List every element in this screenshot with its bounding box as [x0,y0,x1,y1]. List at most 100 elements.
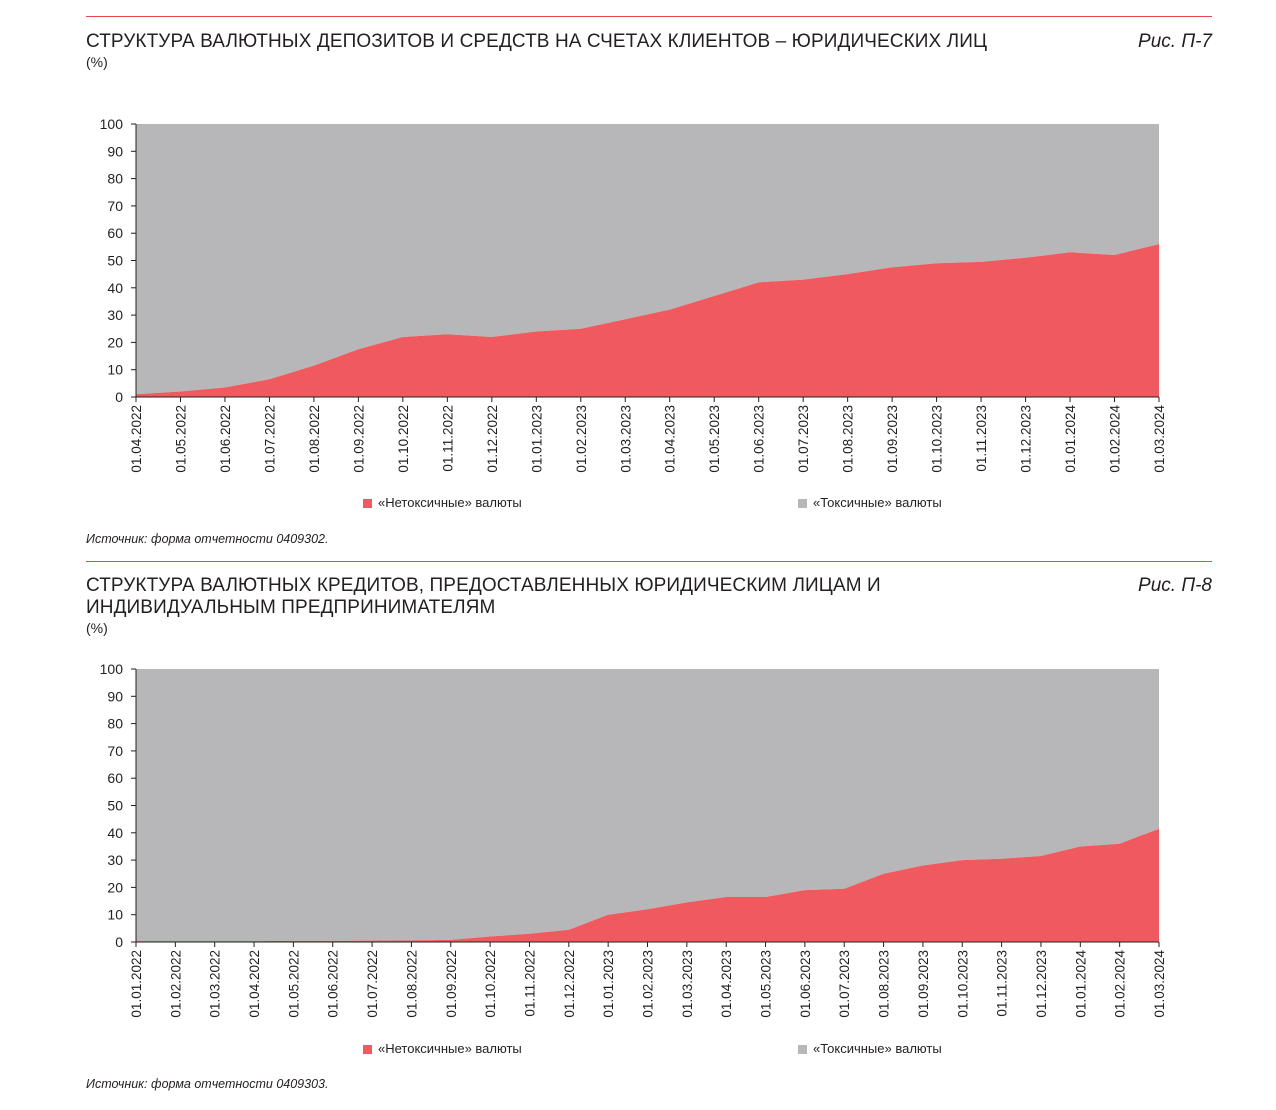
x-tick-label: 01.06.2023 [798,950,813,1018]
x-tick-label: 01.12.2023 [1019,405,1034,473]
legend-item-nontoxic: «Нетоксичные» валюты [363,1041,522,1057]
y-tick-label: 90 [107,688,123,704]
x-tick-label: 01.02.2024 [1113,950,1128,1018]
x-tick-label: 01.06.2022 [218,405,233,473]
figure-unit: (%) [86,54,108,70]
y-tick-label: 30 [107,307,123,323]
x-tick-label: 01.01.2024 [1063,405,1078,473]
y-tick-label: 40 [107,825,123,841]
y-tick-label: 20 [107,879,123,895]
figure-number: Рис. П-7 [1138,31,1212,52]
y-tick-label: 80 [107,171,123,187]
x-tick-label: 01.02.2023 [641,950,656,1018]
y-tick-label: 100 [100,116,124,132]
x-tick-label: 01.04.2023 [663,405,678,473]
y-tick-label: 100 [100,661,124,677]
y-tick-label: 70 [107,743,123,759]
figure-top-rule [86,561,1212,562]
x-tick-label: 01.12.2022 [485,405,500,473]
legend-item-toxic: «Токсичные» валюты [798,495,942,511]
x-tick-label: 01.07.2023 [796,405,811,473]
x-tick-label: 01.03.2024 [1152,405,1167,473]
x-tick-label: 01.05.2023 [759,950,774,1018]
x-tick-label: 01.05.2023 [707,405,722,473]
y-tick-label: 70 [107,198,123,214]
x-tick-label: 01.11.2022 [440,405,455,472]
y-tick-label: 40 [107,280,123,296]
x-tick-label: 01.03.2022 [208,950,223,1018]
x-tick-label: 01.10.2023 [955,950,970,1018]
y-tick-label: 90 [107,143,123,159]
x-tick-label: 01.03.2023 [680,950,695,1018]
x-tick-label: 01.11.2022 [522,950,537,1017]
x-tick-label: 01.07.2022 [262,405,277,473]
y-tick-label: 10 [107,907,123,923]
figure-top-rule [86,16,1212,17]
x-tick-label: 01.01.2022 [129,950,144,1018]
x-tick-label: 01.10.2022 [483,950,498,1018]
figure-p8: СТРУКТУРА ВАЛЮТНЫХ КРЕДИТОВ, ПРЕДОСТАВЛЕ… [86,561,1212,1101]
figure-unit: (%) [86,620,108,636]
y-tick-label: 50 [107,798,123,814]
x-tick-label: 01.08.2022 [404,950,419,1018]
legend-item-toxic: «Токсичные» валюты [798,1041,942,1057]
x-tick-label: 01.10.2022 [396,405,411,473]
x-tick-label: 01.09.2022 [444,950,459,1018]
x-tick-label: 01.09.2023 [916,950,931,1018]
y-tick-label: 10 [107,362,123,378]
x-tick-label: 01.12.2023 [1034,950,1049,1018]
x-tick-label: 01.11.2023 [974,405,989,472]
figure-number: Рис. П-8 [1138,575,1212,596]
x-tick-label: 01.06.2023 [752,405,767,473]
x-tick-label: 01.10.2023 [930,405,945,473]
figure-title: СТРУКТУРА ВАЛЮТНЫХ ДЕПОЗИТОВ И СРЕДСТВ Н… [86,31,988,52]
y-tick-label: 60 [107,770,123,786]
y-tick-label: 80 [107,716,123,732]
series-area-nontoxic [136,828,1159,942]
figure-source: Источник: форма отчетности 0409303. [86,1077,329,1091]
figure-header: СТРУКТУРА ВАЛЮТНЫХ ДЕПОЗИТОВ И СРЕДСТВ Н… [86,31,1212,71]
legend-label-toxic: «Токсичные» валюты [813,1041,942,1056]
x-tick-label: 01.06.2022 [326,950,341,1018]
x-tick-label: 01.05.2022 [173,405,188,473]
legend-swatch-toxic [798,1044,807,1054]
x-tick-label: 01.02.2022 [168,950,183,1018]
figure-title: СТРУКТУРА ВАЛЮТНЫХ КРЕДИТОВ, ПРЕДОСТАВЛЕ… [86,575,881,618]
x-tick-label: 01.03.2024 [1152,950,1167,1018]
series-area-toxic [136,669,1159,942]
legend-label-nontoxic: «Нетоксичные» валюты [378,495,522,510]
x-tick-label: 01.02.2024 [1108,405,1123,473]
x-tick-label: 01.07.2022 [365,950,380,1018]
x-tick-label: 01.08.2022 [307,405,322,473]
legend-swatch-toxic [798,498,807,508]
x-tick-label: 01.07.2023 [837,950,852,1018]
x-tick-label: 01.12.2022 [562,950,577,1018]
legend-label-nontoxic: «Нетоксичные» валюты [378,1041,522,1056]
x-tick-label: 01.02.2023 [574,405,589,473]
legend-swatch-nontoxic [363,1044,372,1054]
x-tick-label: 01.08.2023 [841,405,856,473]
series-area-toxic [136,124,1159,395]
x-tick-label: 01.01.2023 [529,405,544,473]
x-tick-label: 01.04.2022 [129,405,144,473]
y-tick-label: 50 [107,253,123,269]
x-tick-label: 01.05.2022 [286,950,301,1018]
area-chart-loans: 0 10 20 30 40 50 60 70 80 90 100 01.01.2022 01.02.20… [100,661,1167,1018]
x-tick-label: 01.08.2023 [877,950,892,1018]
y-tick-label: 0 [115,934,123,950]
figure-header: СТРУКТУРА ВАЛЮТНЫХ КРЕДИТОВ, ПРЕДОСТАВЛЕ… [86,575,1212,637]
legend-swatch-nontoxic [363,498,372,508]
x-tick-label: 01.03.2023 [618,405,633,473]
figure-source: Источник: форма отчетности 0409302. [86,532,329,546]
x-tick-label: 01.11.2023 [995,950,1010,1017]
x-tick-label: 01.01.2023 [601,950,616,1018]
series-area-nontoxic [136,244,1159,397]
figure-p7: СТРУКТУРА ВАЛЮТНЫХ ДЕПОЗИТОВ И СРЕДСТВ Н… [86,16,1212,551]
y-tick-label: 20 [107,334,123,350]
x-tick-label: 01.09.2022 [351,405,366,473]
legend-item-nontoxic: «Нетоксичные» валюты [363,495,522,511]
x-tick-label: 01.04.2023 [719,950,734,1018]
area-chart-deposits: 0 10 20 30 40 50 60 70 80 90 100 01.04.2022 01.05.20… [100,116,1167,473]
y-tick-label: 30 [107,852,123,868]
y-tick-label: 60 [107,225,123,241]
